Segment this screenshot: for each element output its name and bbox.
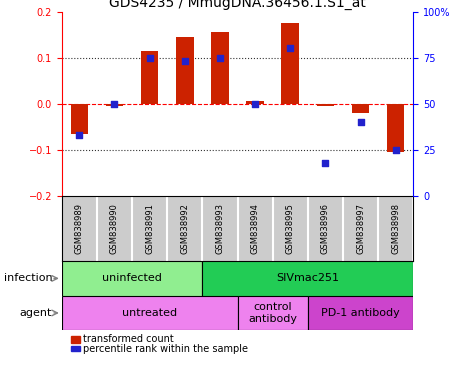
Point	[286, 45, 294, 51]
Text: GSM838998: GSM838998	[391, 203, 400, 254]
Bar	[273, 196, 308, 261]
Text: uninfected: uninfected	[102, 273, 162, 283]
Text: GSM838996: GSM838996	[321, 203, 330, 254]
Text: untreated: untreated	[122, 308, 177, 318]
Text: GSM838995: GSM838995	[286, 203, 294, 254]
Text: GSM838993: GSM838993	[216, 203, 224, 254]
Text: PD-1 antibody: PD-1 antibody	[321, 308, 400, 318]
Point	[251, 101, 259, 107]
Point	[322, 160, 329, 166]
Text: infection: infection	[4, 273, 52, 283]
Point	[392, 147, 399, 153]
Bar	[176, 37, 194, 104]
Bar	[202, 261, 413, 296]
Bar	[105, 104, 124, 106]
Text: GSM838989: GSM838989	[75, 203, 84, 254]
Bar	[316, 104, 334, 106]
Bar	[281, 23, 299, 104]
Bar	[62, 296, 238, 330]
Point	[76, 132, 83, 138]
Bar	[343, 196, 378, 261]
Point	[111, 101, 118, 107]
Text: GSM838997: GSM838997	[356, 203, 365, 254]
Point	[181, 58, 189, 65]
Point	[216, 55, 224, 61]
Bar	[352, 104, 369, 113]
Point	[146, 55, 153, 61]
Bar	[71, 104, 88, 134]
Bar	[202, 196, 238, 261]
Bar	[238, 196, 273, 261]
Title: GDS4235 / MmugDNA.36456.1.S1_at: GDS4235 / MmugDNA.36456.1.S1_at	[109, 0, 366, 10]
Bar	[97, 196, 132, 261]
Text: GSM838990: GSM838990	[110, 203, 119, 254]
Bar	[387, 104, 404, 152]
Bar	[62, 196, 97, 261]
Bar	[141, 51, 158, 104]
Bar	[238, 296, 308, 330]
Text: GSM838991: GSM838991	[145, 203, 154, 254]
Text: GSM838994: GSM838994	[251, 203, 259, 254]
Text: transformed count: transformed count	[83, 334, 174, 344]
Bar	[378, 196, 413, 261]
Text: percentile rank within the sample: percentile rank within the sample	[83, 344, 248, 354]
Text: control
antibody: control antibody	[248, 302, 297, 324]
Bar	[132, 196, 167, 261]
Bar	[167, 196, 202, 261]
Text: agent: agent	[20, 308, 52, 318]
Text: SIVmac251: SIVmac251	[276, 273, 339, 283]
Text: GSM838992: GSM838992	[180, 203, 189, 254]
Bar	[308, 196, 343, 261]
Point	[357, 119, 364, 125]
Bar	[62, 261, 202, 296]
Bar	[308, 296, 413, 330]
Bar	[247, 101, 264, 104]
Bar	[211, 32, 228, 104]
